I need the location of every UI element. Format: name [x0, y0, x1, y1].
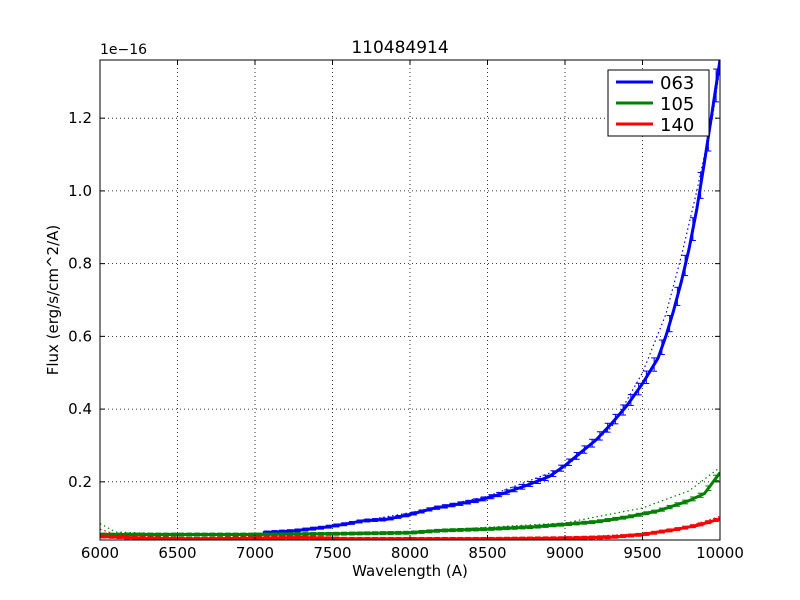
y-tick-label: 0.6 — [68, 327, 92, 345]
y-tick-label: 0.4 — [68, 400, 92, 418]
series-140-line — [100, 517, 720, 540]
x-tick-label: 9500 — [623, 544, 661, 562]
series-063 — [262, 60, 720, 535]
x-tick-label: 10000 — [696, 544, 744, 562]
x-tick-label: 7500 — [313, 544, 351, 562]
x-tick-label: 6000 — [81, 544, 119, 562]
series-105 — [100, 466, 720, 537]
series-063-model-line — [262, 67, 720, 534]
y-axis-label: Flux (erg/s/cm^2/A) — [44, 225, 62, 376]
legend-label-105: 105 — [660, 94, 694, 115]
y-tick-label: 1.2 — [68, 109, 92, 127]
y-tick-label: 1.0 — [68, 182, 92, 200]
legend: 063 105 140 — [607, 69, 710, 137]
y-offset-label: 1e−16 — [100, 42, 147, 58]
legend-label-063: 063 — [660, 73, 694, 94]
y-tick-label: 0.2 — [68, 473, 92, 491]
x-axis-label: Wavelength (A) — [352, 562, 468, 580]
x-tick-label: 8500 — [468, 544, 506, 562]
x-tick-label: 8000 — [391, 544, 429, 562]
series-105-line — [100, 471, 720, 536]
x-tick-label: 9000 — [546, 544, 584, 562]
legend-label-140: 140 — [660, 115, 694, 136]
series-063-line — [262, 60, 720, 535]
x-tick-label: 7000 — [236, 544, 274, 562]
x-tick-label: 6500 — [158, 544, 196, 562]
tick-layer: 6000 6500 7000 7500 8000 8500 9000 9500 10000 0.2… — [68, 60, 744, 562]
chart-title: 110484914 — [351, 38, 448, 58]
y-tick-label: 0.8 — [68, 255, 92, 273]
